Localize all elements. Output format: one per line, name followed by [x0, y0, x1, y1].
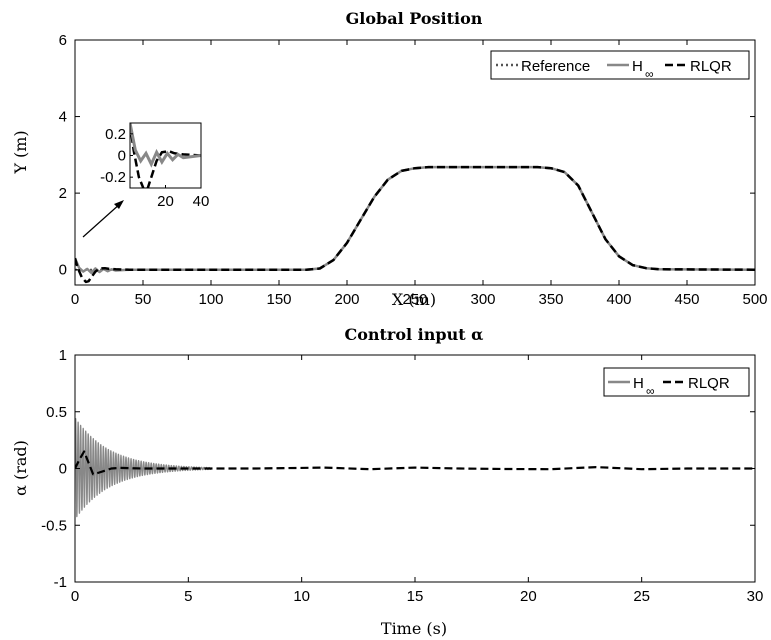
inset-arrow-head — [114, 200, 124, 209]
inset-x-tick-label: 40 — [193, 193, 210, 210]
chart-1-legend-label: H — [632, 58, 643, 75]
inset-arrow-line — [82, 202, 122, 238]
chart-1-x-tick-label: 450 — [674, 291, 699, 308]
chart-1-x-tick-label: 200 — [334, 291, 359, 308]
inset-y-tick-label: 0.2 — [105, 126, 126, 143]
chart-1-legend: Reference H ∞ RLQR — [490, 50, 750, 81]
chart-1-x-tick-label: 350 — [538, 291, 563, 308]
chart-2-ticks: 0 5 10 15 20 25 30 1 0.5 0 -0.5 -1 — [41, 347, 763, 605]
chart-1-x-tick-label: 300 — [470, 291, 495, 308]
chart-1-y-tick-label: 0 — [59, 262, 67, 279]
chart-1-y-tick-label: 2 — [59, 185, 67, 202]
chart-2-legend-subscript: ∞ — [646, 384, 655, 398]
chart-1-x-tick-label: 50 — [135, 291, 152, 308]
chart-2-x-tick-label: 5 — [184, 588, 192, 605]
chart-1-x-tick-label: 100 — [198, 291, 223, 308]
chart-2-x-tick-label: 30 — [747, 588, 764, 605]
chart-2-y-tick-label: -0.5 — [41, 517, 67, 534]
chart-1-legend-label: Reference — [521, 58, 590, 75]
chart-2-y-tick-label: 1 — [59, 347, 67, 364]
chart-2-x-tick-label: 0 — [71, 588, 79, 605]
inset-y-tick-label: -0.2 — [100, 169, 126, 186]
chart-2-y-axis-label: α (rad) — [11, 440, 30, 496]
chart-1-plot-area — [75, 165, 755, 284]
chart-2-x-tick-label: 10 — [293, 588, 310, 605]
inset-x-tick-label: 20 — [157, 193, 174, 210]
chart-2-x-tick-label: 25 — [633, 588, 650, 605]
chart-2-y-tick-label: 0.5 — [46, 404, 67, 421]
chart-2-plot-area — [75, 417, 755, 518]
chart-1-legend-label: RLQR — [690, 58, 732, 75]
chart-1-y-tick-label: 4 — [59, 109, 67, 126]
chart-2-x-tick-label: 15 — [407, 588, 424, 605]
chart-1-title: Global Position — [346, 9, 483, 28]
chart-1-legend-subscript: ∞ — [645, 67, 654, 81]
chart-1-x-tick-label: 400 — [606, 291, 631, 308]
chart-1-series-rlqr — [75, 165, 755, 284]
chart-1-inset: 0.2 0 -0.2 20 40 — [82, 122, 210, 238]
chart-2-series-h — [75, 417, 212, 518]
chart-2-series-rlqr — [75, 450, 755, 476]
chart-1-x-tick-label: 150 — [266, 291, 291, 308]
chart-2-legend-label: RLQR — [688, 375, 730, 392]
chart-1-x-tick-label: 0 — [71, 291, 79, 308]
chart-1-y-axis-label: Y (m) — [11, 130, 30, 174]
chart-2-legend-label: H — [633, 375, 644, 392]
chart-1-x-axis-label: X (m) — [392, 290, 436, 309]
inset-series-rlqr — [130, 123, 201, 188]
chart-2-y-tick-label: -1 — [54, 574, 67, 591]
chart-2-legend: H ∞ RLQR — [603, 367, 750, 398]
inset-series-h — [130, 123, 201, 168]
chart-2-y-tick-label: 0 — [59, 461, 67, 478]
chart-2-x-tick-label: 20 — [520, 588, 537, 605]
inset-y-tick-label: 0 — [118, 148, 126, 165]
chart-1-x-tick-label: 250 — [402, 291, 427, 308]
chart-2-x-axis-label: Time (s) — [381, 619, 447, 638]
chart-2-title: Control input α — [345, 325, 484, 344]
inset-plot-area — [130, 123, 201, 188]
chart-1-x-tick-label: 500 — [742, 291, 767, 308]
chart-1-y-tick-label: 6 — [59, 32, 67, 49]
